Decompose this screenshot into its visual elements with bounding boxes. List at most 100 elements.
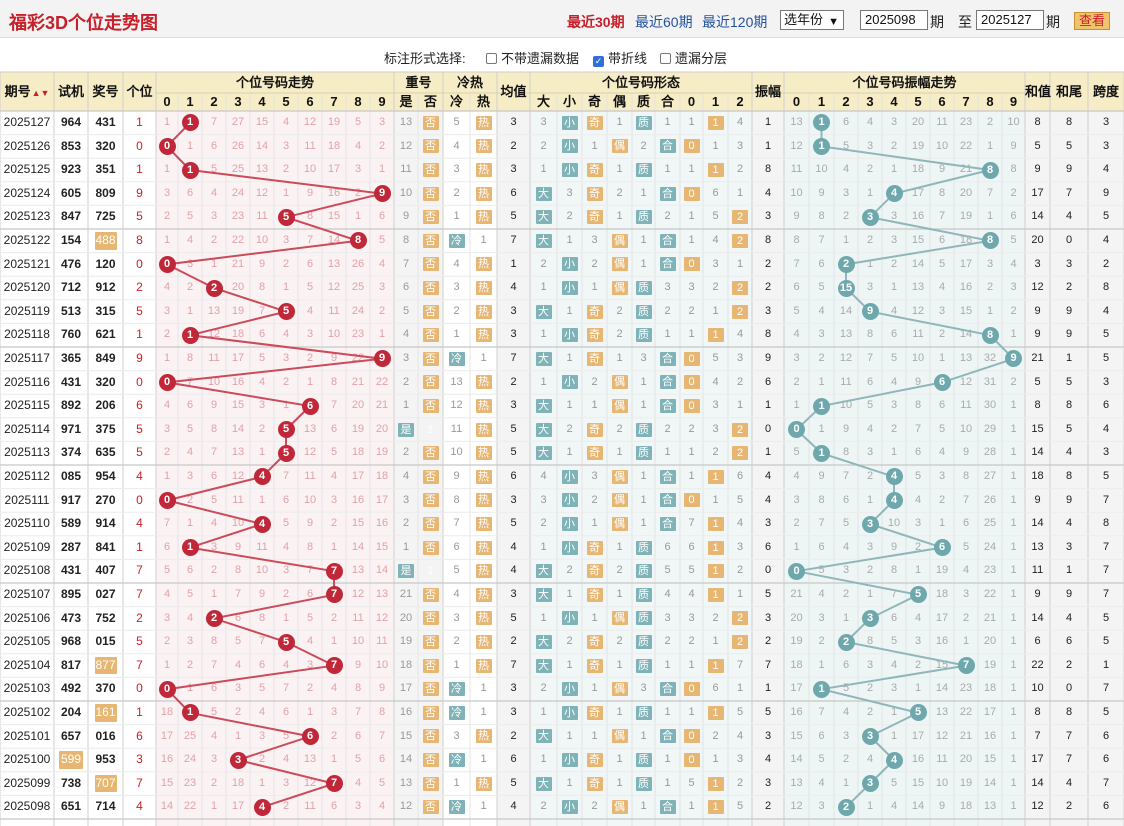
trend-omission: 8 xyxy=(330,375,338,388)
amplitude-omission: 7 xyxy=(866,352,874,364)
sort-icon[interactable]: ▲▼ xyxy=(31,88,50,98)
amplitude-omission: 22 xyxy=(959,139,973,152)
column-band xyxy=(156,72,394,826)
link-recent-30[interactable]: 最近30期 xyxy=(567,14,625,30)
form-small-tag: 小 xyxy=(561,281,578,295)
average-cell: 6 xyxy=(510,186,517,199)
option-layering[interactable]: 遗漏分层 xyxy=(660,48,727,67)
trend-omission: 3 xyxy=(354,800,362,813)
amplitude-omission: 2 xyxy=(866,706,874,718)
amplitude-ball: 4 xyxy=(885,185,903,203)
trend-omission: 7 xyxy=(210,116,218,128)
trend-omission: 10 xyxy=(351,635,365,648)
amplitude-omission: 18 xyxy=(790,658,803,671)
checkbox-layering[interactable] xyxy=(660,53,671,64)
form-prime-omission: 1 xyxy=(640,234,647,246)
amplitude-cell: 5 xyxy=(764,706,772,718)
trend-omission: 1 xyxy=(330,540,338,553)
test-number-cell: 651 xyxy=(60,799,82,814)
trend-omission: 19 xyxy=(351,422,365,435)
trend-omission: 2 xyxy=(210,776,218,789)
form-small-tag: 小 xyxy=(561,328,578,343)
amplitude-omission: 22 xyxy=(983,588,997,600)
option-polyline[interactable]: ✓ 带折线 xyxy=(593,48,647,67)
award-number-cell: 270 xyxy=(95,492,116,507)
year-select[interactable]: 选年份 ▼ xyxy=(780,10,844,30)
form-small-tag: 小 xyxy=(561,611,578,626)
repeat-no-tag: 否 xyxy=(422,304,439,319)
amplitude-omission: 10 xyxy=(935,139,949,152)
col-sum-tail: 和尾 xyxy=(1055,84,1082,99)
form-composite-omission: 1 xyxy=(664,446,671,459)
trend-omission: 24 xyxy=(183,753,197,766)
trend-omission: 9 xyxy=(210,399,218,412)
cold-tag: 冷 xyxy=(448,233,465,248)
amplitude-omission: 1 xyxy=(986,304,994,317)
amplitude-omission: 3 xyxy=(818,800,825,813)
col-period[interactable]: 期号▲▼ xyxy=(0,72,54,111)
trend-omission: 18 xyxy=(160,706,174,718)
form-big-omission: 1 xyxy=(540,540,547,553)
trend-omission: 6 xyxy=(306,588,314,600)
form-composite-omission: 1 xyxy=(664,658,671,671)
mod-tag-1: 1 xyxy=(707,800,724,815)
hot-omission: 1 xyxy=(480,800,487,813)
trend-omission: 5 xyxy=(282,517,290,530)
mod-omission-0: 1 xyxy=(688,163,695,176)
trend-ball: 1 xyxy=(181,326,199,344)
sum-cell: 22 xyxy=(1031,658,1044,671)
form-composite-tag: 合 xyxy=(659,375,676,390)
to-period-input[interactable]: 2025127 xyxy=(976,10,1044,30)
form-even-tag: 偶 xyxy=(611,729,628,744)
trend-omission: 1 xyxy=(258,446,266,459)
trend-omission: 23 xyxy=(351,328,365,341)
hot-tag: 热 xyxy=(475,304,492,319)
amplitude-omission: 16 xyxy=(911,753,925,766)
mod-omission-2: 1 xyxy=(736,186,744,199)
amplitude-omission: 21 xyxy=(790,588,803,600)
link-recent-60[interactable]: 最近60期 xyxy=(635,14,693,30)
trend-ball: 2 xyxy=(205,279,223,297)
link-recent-120[interactable]: 最近120期 xyxy=(702,14,768,30)
period-cell: 2025119 xyxy=(4,303,50,318)
amplitude-omission: 6 xyxy=(842,658,850,671)
checkbox-polyline[interactable]: ✓ xyxy=(593,56,604,67)
trend-omission: 6 xyxy=(354,729,362,742)
repeat-no-tag: 否 xyxy=(422,493,439,508)
cold-omission: 3 xyxy=(453,729,460,742)
from-period-input[interactable]: 2025098 xyxy=(860,10,928,30)
test-number-cell: 154 xyxy=(60,233,82,247)
amplitude-omission: 1 xyxy=(1010,564,1017,577)
award-number-cell: 027 xyxy=(95,587,116,601)
checkbox-no-omission[interactable] xyxy=(486,53,497,64)
amplitude-omission: 1 xyxy=(962,635,970,648)
unit-digit-cell: 8 xyxy=(136,233,143,247)
award-number-cell: 707 xyxy=(94,774,117,793)
query-button[interactable]: 查看 xyxy=(1074,12,1110,30)
amplitude-ball: 1 xyxy=(813,444,830,462)
award-number-cell: 407 xyxy=(95,563,116,578)
mod-tag-2: 2 xyxy=(732,281,748,295)
mod-omission-2: 3 xyxy=(736,540,744,553)
trend-omission: 1 xyxy=(186,517,194,530)
amplitude-omission: 23 xyxy=(959,682,973,695)
sum-tail-cell: 8 xyxy=(1065,399,1073,412)
form-big-omission: 3 xyxy=(540,493,547,506)
award-number-cell: 621 xyxy=(95,327,116,342)
amplitude-omission: 2 xyxy=(866,682,874,695)
amplitude-omission: 19 xyxy=(983,658,997,671)
amp-digit-0: 0 xyxy=(792,94,801,109)
form-small-tag: 小 xyxy=(561,540,578,555)
hot-omission: 1 xyxy=(480,234,487,246)
trend-omission: 16 xyxy=(160,753,174,766)
mod-omission-1: 2 xyxy=(712,611,719,624)
page-title: 福彩3D个位走势图 xyxy=(9,13,159,33)
trend-omission: 6 xyxy=(186,186,194,199)
option-no-omission[interactable]: 不带遗漏数据 xyxy=(486,48,579,67)
mod-omission-1: 3 xyxy=(712,399,719,412)
sum-tail-cell: 8 xyxy=(1065,116,1073,128)
trend-omission: 7 xyxy=(306,234,314,246)
test-number-cell: 895 xyxy=(60,587,82,601)
amplitude-omission: 1 xyxy=(866,800,874,813)
